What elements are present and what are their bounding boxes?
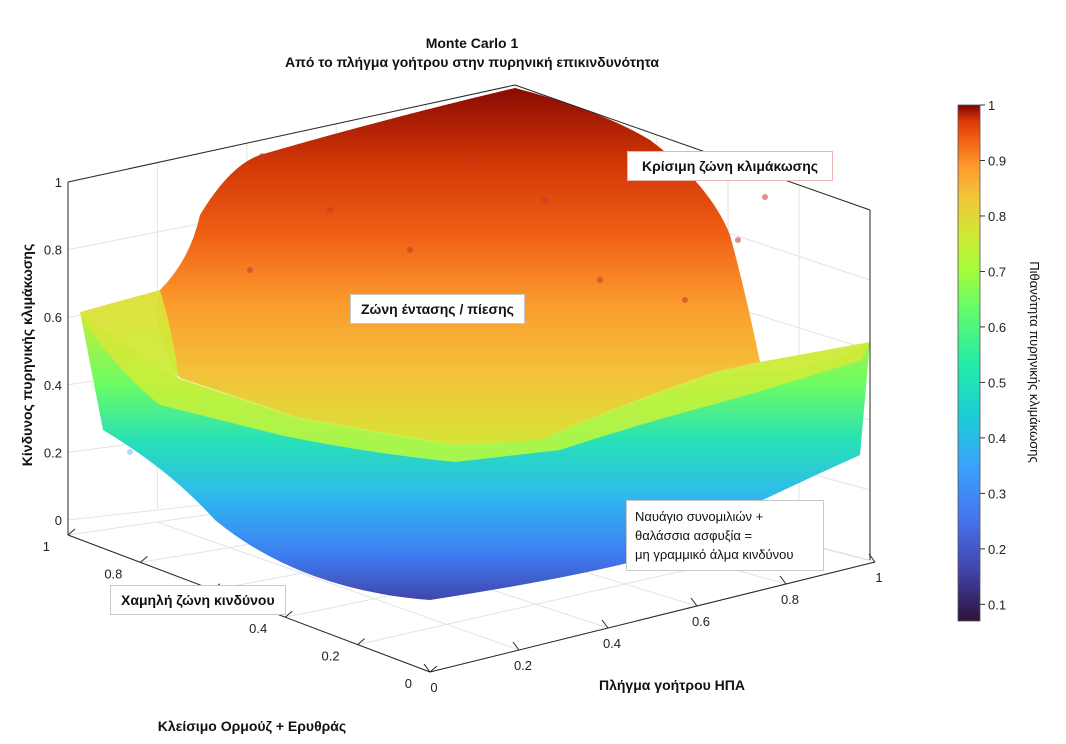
sample-point-5 bbox=[467, 157, 473, 163]
x-tick-label-3: 0.6 bbox=[692, 614, 710, 629]
colorbar-tick-label-3: 0.4 bbox=[988, 431, 1006, 446]
annotation-tension-zone: Ζώνη έντασης / πίεσης bbox=[350, 294, 525, 324]
y-tick-0 bbox=[429, 665, 438, 673]
colorbar-tick-label-6: 0.7 bbox=[988, 264, 1006, 279]
x-tick-label-4: 0.8 bbox=[781, 592, 799, 607]
sample-point-6 bbox=[542, 197, 548, 203]
y-tick-label-2: 0.4 bbox=[249, 621, 267, 636]
annotation-nonlinear-jump: Ναυάγιο συνομιλιών + θαλάσσια ασφυξία = … bbox=[626, 500, 824, 571]
colorbar-tick-label-1: 0.2 bbox=[988, 542, 1006, 557]
floor-grid-x-1 bbox=[157, 521, 520, 651]
x-tick-0 bbox=[423, 663, 431, 673]
x-tick-label-5: 1 bbox=[875, 570, 882, 585]
box-top-right-edge bbox=[514, 84, 871, 211]
y-tick-2 bbox=[284, 610, 293, 618]
colorbar-tick-label-8: 0.9 bbox=[988, 153, 1006, 168]
colorbar-tick-label-2: 0.3 bbox=[988, 486, 1006, 501]
annotation-critical-zone: Κρίσιμη ζώνη κλιμάκωσης bbox=[627, 151, 834, 181]
surface-plateau bbox=[80, 290, 870, 462]
sample-point-2 bbox=[735, 237, 741, 243]
z-tick-label-1: 0.2 bbox=[44, 445, 62, 460]
nonlinear-line-3: μη γραμμικό άλμα κινδύνου bbox=[635, 547, 794, 562]
x-tick-4 bbox=[779, 575, 787, 585]
colorbar-tick-label-9: 1 bbox=[988, 98, 995, 113]
x-tick-3 bbox=[690, 597, 698, 607]
z-axis-label: Κίνδυνος πυρηνικής κλιμάκωσης bbox=[19, 244, 35, 466]
x-tick-2 bbox=[601, 619, 609, 629]
sample-point-0 bbox=[259, 153, 265, 159]
sample-point-1 bbox=[762, 194, 768, 200]
colorbar-tick-label-7: 0.8 bbox=[988, 209, 1006, 224]
sample-point-10 bbox=[682, 297, 688, 303]
colorbar-ramp bbox=[957, 104, 981, 622]
x-tick-label-1: 0.2 bbox=[514, 658, 532, 673]
chart-title: Monte Carlo 1 bbox=[426, 35, 519, 51]
colorbar-tick-label-4: 0.5 bbox=[988, 375, 1006, 390]
colorbar-label: Πιθανότητα πυρηνικής κλιμάκωσης bbox=[1027, 261, 1042, 463]
y-tick-label-1: 0.2 bbox=[322, 649, 340, 664]
z-tick-label-2: 0.4 bbox=[44, 378, 62, 393]
x-axis-line bbox=[429, 561, 876, 673]
nonlinear-line-1: Ναυάγιο συνομιλιών + bbox=[635, 509, 764, 524]
surface-dome bbox=[157, 88, 760, 445]
colorbar-tick-label-5: 0.6 bbox=[988, 320, 1006, 335]
sample-point-11 bbox=[247, 267, 253, 273]
y-tick-label-4: 0.8 bbox=[104, 566, 122, 581]
sample-point-7 bbox=[597, 277, 603, 283]
x-tick-5 bbox=[868, 553, 876, 563]
y-tick-4 bbox=[140, 556, 148, 563]
y-tick-label-0: 0 bbox=[405, 676, 412, 691]
y-tick-5 bbox=[67, 528, 76, 536]
y-axis-label: Κλείσιμο Ορμούζ + Ερυθράς bbox=[158, 718, 346, 734]
annotation-low-zone: Χαμηλή ζώνη κινδύνου bbox=[110, 585, 286, 615]
colorbar-tick-label-0: 0.1 bbox=[988, 597, 1006, 612]
z-tick-label-5: 1 bbox=[55, 175, 62, 190]
box-top-left-edge bbox=[67, 84, 516, 183]
sample-point-8 bbox=[327, 207, 333, 213]
z-tick-label-0: 0 bbox=[55, 513, 62, 528]
chart-subtitle: Από το πλήγμα γοήτρου στην πυρηνική επικ… bbox=[285, 54, 659, 70]
y-tick-label-5: 1 bbox=[43, 539, 50, 554]
z-tick-label-3: 0.6 bbox=[44, 310, 62, 325]
x-axis-label: Πλήγμα γοήτρου ΗΠΑ bbox=[599, 677, 745, 693]
colorbar: 0.1 0.2 0.3 0.4 0.5 0.6 0.7 0.8 0.9 1 Πιθανότητα … bbox=[957, 98, 1042, 622]
nonlinear-line-2: θαλάσσια ασφυξία = bbox=[635, 528, 753, 543]
z-tick-label-4: 0.8 bbox=[44, 243, 62, 258]
y-tick-1 bbox=[357, 638, 365, 645]
sample-point-3 bbox=[127, 449, 133, 455]
x-tick-label-2: 0.4 bbox=[603, 636, 621, 651]
x-tick-1 bbox=[512, 641, 520, 651]
sample-point-9 bbox=[407, 247, 413, 253]
x-tick-label-0: 0 bbox=[430, 680, 437, 695]
